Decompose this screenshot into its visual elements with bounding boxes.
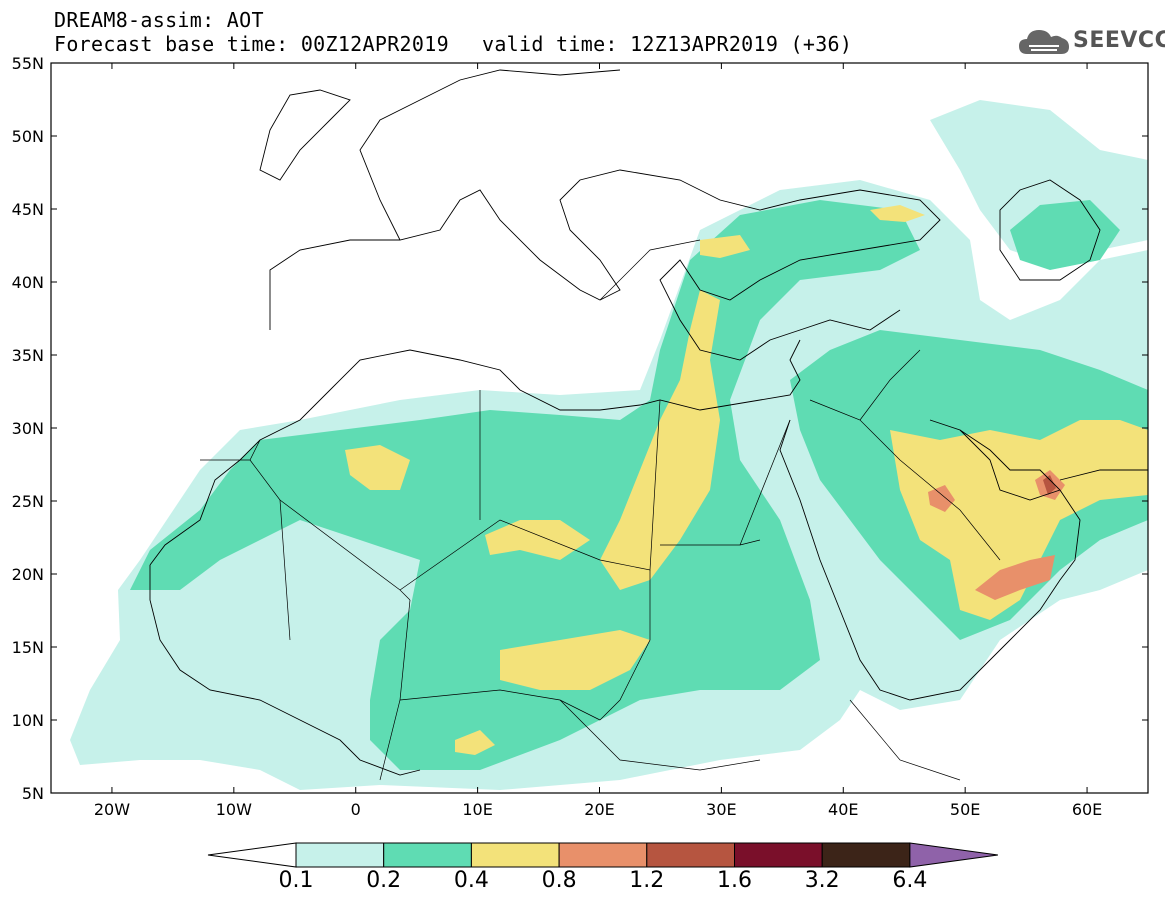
lat-label: 15N xyxy=(11,638,44,657)
colorbar-bin xyxy=(295,842,385,868)
colorbar-level-label: 1.2 xyxy=(629,868,665,893)
colorbar-level-label: 3.2 xyxy=(804,868,840,893)
aot-field-0.8-oman xyxy=(975,555,1055,600)
lon-label: 20E xyxy=(584,800,615,819)
lat-label: 10N xyxy=(11,711,44,730)
aot-field-0.2 xyxy=(130,200,920,770)
lon-label: 0 xyxy=(350,800,361,819)
colorbar-level-label: 0.8 xyxy=(541,868,577,893)
colorbar-level-label: 0.2 xyxy=(366,868,402,893)
aot-field-0.4-aegean xyxy=(700,235,750,258)
lat-label: 20N xyxy=(11,565,44,584)
lat-label: 40N xyxy=(11,273,44,292)
lon-label: 10E xyxy=(462,800,493,819)
seevccc-logo: SEEVCCC xyxy=(1017,24,1165,58)
lat-label: 35N xyxy=(11,346,44,365)
colorbar-level-label: 0.4 xyxy=(453,868,489,893)
aot-field-0.4-niger xyxy=(485,520,590,560)
colorbar-bin xyxy=(646,842,735,868)
aot-field-0.4-westafrica xyxy=(455,730,495,755)
lat-label: 50N xyxy=(11,127,44,146)
cloud-icon xyxy=(1019,30,1069,54)
lat-label: 25N xyxy=(11,492,44,511)
lon-label: 20W xyxy=(93,800,131,819)
map-title: DREAM8-assim: AOT xyxy=(54,8,264,32)
valid-time: valid time: 12Z13APR2019 (+36) xyxy=(482,32,853,56)
lon-label: 40E xyxy=(828,800,859,819)
logo-text: SEEVCCC xyxy=(1073,28,1165,53)
colorbar-bin xyxy=(821,842,911,868)
forecast-base-time: Forecast base time: 00Z12APR2019 xyxy=(54,32,449,56)
aot-field-0.4-blacksea xyxy=(870,205,925,222)
aot-field-0.4-gulf xyxy=(890,420,1148,620)
colorbar-bin xyxy=(470,842,560,868)
colorbar-over-arrow xyxy=(909,842,998,868)
colorbar-level-label: 6.4 xyxy=(892,868,928,893)
colorbar-level-label: 1.6 xyxy=(717,868,752,893)
lat-label: 45N xyxy=(11,200,44,219)
aot-field-0.4-algeria xyxy=(345,445,410,490)
aot-field-1.2-uae xyxy=(1043,475,1056,495)
colorbar-bin xyxy=(734,842,823,868)
axis-ticks xyxy=(51,62,1148,794)
lon-label: 30E xyxy=(706,800,737,819)
colorbar-level-label: 0.1 xyxy=(278,868,314,893)
coastlines xyxy=(149,69,1148,776)
colorbar xyxy=(207,842,998,868)
aot-field-0.4-libya xyxy=(600,290,720,590)
lon-label: 60E xyxy=(1071,800,1103,819)
aot-field-0.8-saudi xyxy=(928,485,955,512)
country-borders xyxy=(200,239,1001,781)
lat-label: 55N xyxy=(11,54,44,73)
colorbar-bin xyxy=(383,842,472,868)
lon-label: 10W xyxy=(215,800,252,819)
lon-label: 50E xyxy=(949,800,981,819)
lat-label: 5N xyxy=(21,784,44,803)
colorbar-under-arrow xyxy=(207,842,297,868)
lat-label: 30N xyxy=(11,419,44,438)
aot-field-0.4-chad xyxy=(500,630,650,690)
colorbar-bin xyxy=(558,842,648,868)
